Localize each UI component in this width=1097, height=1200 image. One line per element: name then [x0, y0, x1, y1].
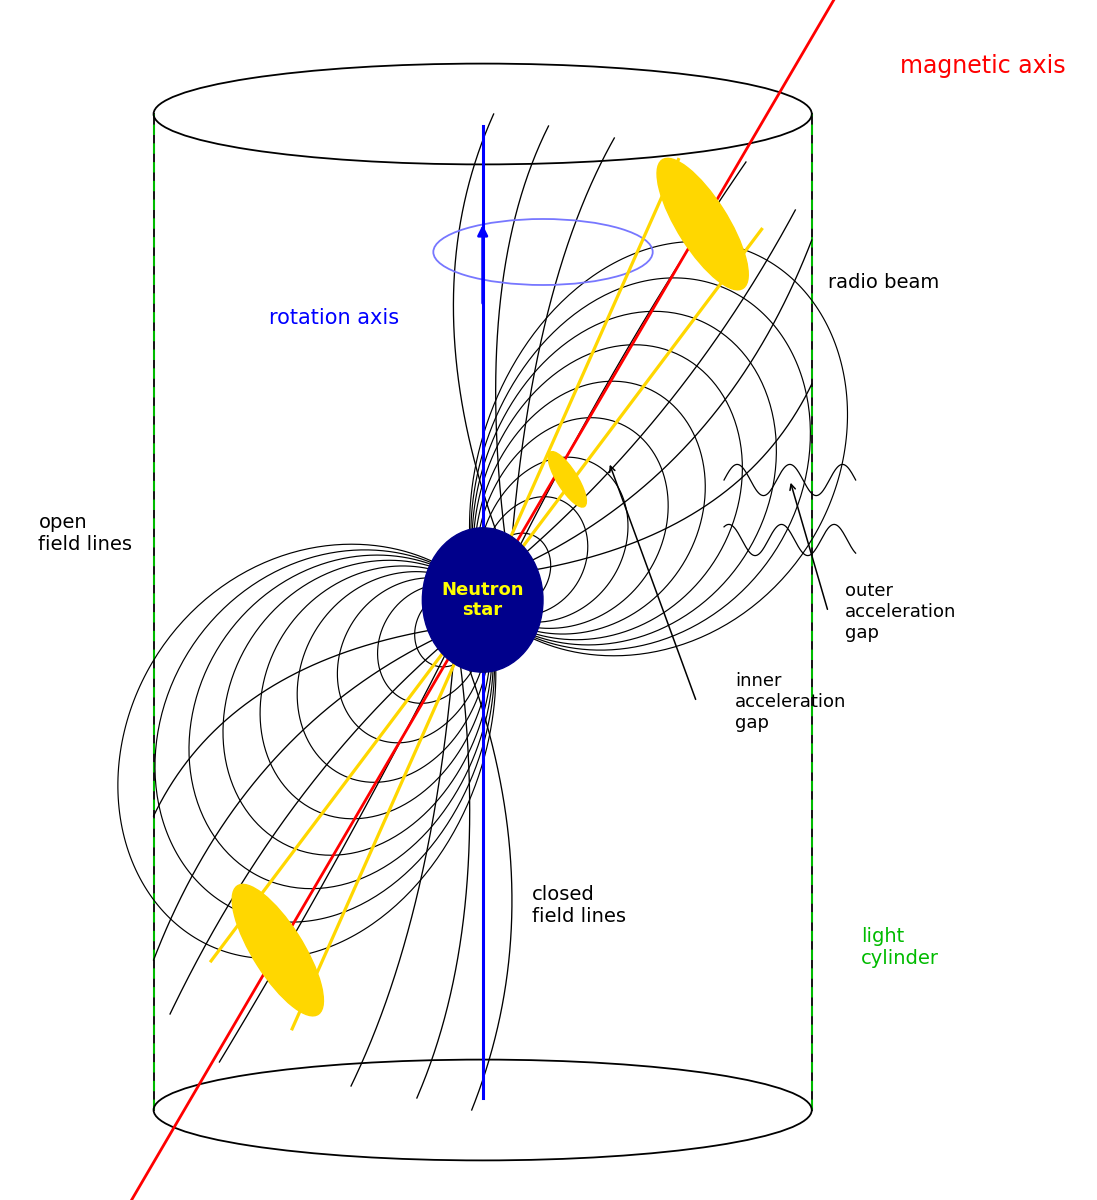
- Ellipse shape: [657, 158, 748, 290]
- Text: open
field lines: open field lines: [38, 514, 133, 554]
- Ellipse shape: [548, 451, 587, 508]
- Ellipse shape: [422, 528, 543, 672]
- Text: outer
acceleration
gap: outer acceleration gap: [845, 582, 957, 642]
- Text: rotation axis: rotation axis: [269, 308, 399, 328]
- Text: magnetic axis: magnetic axis: [900, 54, 1065, 78]
- Text: inner
acceleration
gap: inner acceleration gap: [735, 672, 847, 732]
- Text: light
cylinder: light cylinder: [861, 928, 939, 968]
- Ellipse shape: [233, 884, 324, 1016]
- Text: closed
field lines: closed field lines: [532, 886, 626, 926]
- Text: Neutron
star: Neutron star: [441, 581, 524, 619]
- Text: radio beam: radio beam: [828, 272, 939, 292]
